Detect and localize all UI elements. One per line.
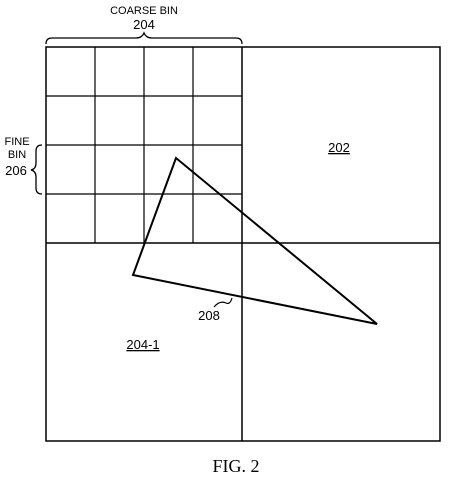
coarse-bin-title: COARSE BIN (110, 5, 178, 17)
triangle-208 (131, 156, 378, 325)
fine-bin-grid (46, 47, 242, 243)
bin-204-1-label: 204-1 (126, 337, 159, 352)
coarse-bin-number: 204 (133, 17, 155, 32)
figure-caption: FIG. 2 (212, 456, 259, 476)
triangle-208-leader-line (213, 297, 233, 308)
triangle-208-label: 208 (198, 308, 220, 323)
fine-bin-number: 206 (5, 163, 27, 178)
fine-bin-brace (30, 144, 43, 195)
bin-202-label: 202 (328, 140, 350, 155)
outer-bin-border (45, 46, 441, 442)
coarse-bin-brace (45, 31, 243, 45)
fine-bin-label-line1: FINE (4, 136, 29, 148)
fine-bin-label-line2: BIN (8, 149, 26, 161)
